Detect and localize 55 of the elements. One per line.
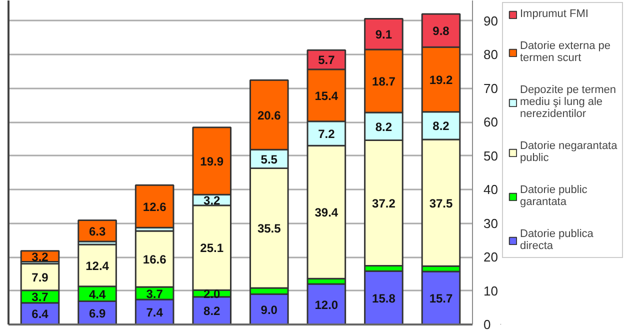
y-tick-label: 40: [484, 182, 498, 197]
legend-label: Depozite pe termen mediu şi lung ale nerezidentilor: [520, 84, 616, 120]
data-label: 5.7: [318, 53, 336, 68]
legend-label: Datorie negarantata public: [520, 140, 618, 164]
legend-label: Datorie externa pe termen scurt: [520, 40, 610, 64]
data-label: 3.7: [146, 286, 164, 301]
data-label: 19.9: [200, 154, 224, 168]
bar: [78, 219, 117, 242]
data-label: 12.4: [86, 258, 110, 273]
y-tick-label: 10: [484, 283, 498, 298]
y-tick-label: 20: [484, 250, 498, 264]
data-label: 9.1: [375, 28, 392, 42]
y-tick-label: 30: [484, 216, 498, 231]
data-label: 4.4: [88, 287, 106, 302]
data-label: 7.2: [318, 126, 336, 141]
data-label: 8.2: [432, 119, 450, 134]
data-label: 12.6: [142, 200, 167, 214]
data-label: 3.2: [204, 193, 221, 208]
data-label: 8.2: [204, 304, 221, 318]
data-label: 7.4: [146, 306, 164, 320]
data-label: 35.5: [257, 222, 282, 236]
y-tick-label: 80: [484, 47, 498, 62]
data-label: 12.0: [314, 298, 338, 312]
data-label: 20.6: [257, 108, 282, 122]
y-tick-label: 70: [484, 80, 498, 96]
legend-label: Datorie publica directa: [520, 228, 594, 252]
data-label: 18.7: [372, 74, 396, 88]
data-label: 6.4: [32, 307, 49, 322]
data-label: 15.4: [314, 88, 338, 103]
data-label: 7.9: [32, 270, 49, 285]
y-tick-label: 60: [484, 114, 498, 130]
data-label: 16.6: [142, 252, 167, 267]
data-label: 3.2: [32, 250, 49, 264]
data-label: 5.5: [260, 152, 278, 166]
bar: [421, 270, 461, 324]
data-label: 6.3: [88, 224, 106, 238]
data-label: 37.2: [372, 196, 396, 210]
data-label: 25.1: [200, 241, 224, 256]
data-label: 9.0: [260, 302, 278, 317]
y-tick-label: 0: [484, 317, 491, 330]
y-tick-label: 90: [484, 13, 498, 28]
data-label: 6.9: [88, 306, 106, 320]
y-tick-label: 50: [484, 148, 498, 164]
data-label: 9.8: [432, 24, 450, 38]
data-label: 39.4: [314, 206, 338, 220]
data-label: 19.2: [429, 72, 453, 87]
data-label: 8.2: [375, 120, 392, 134]
data-label: 37.5: [429, 196, 453, 210]
bar: [134, 184, 174, 228]
legend-label: Imprumut FMI: [520, 8, 588, 20]
data-label: 3.7: [32, 290, 49, 304]
data-label: 15.7: [429, 292, 453, 306]
legend-label: Datorie public garantata: [520, 184, 588, 208]
bar: [364, 270, 404, 324]
data-label: 15.8: [372, 291, 396, 306]
